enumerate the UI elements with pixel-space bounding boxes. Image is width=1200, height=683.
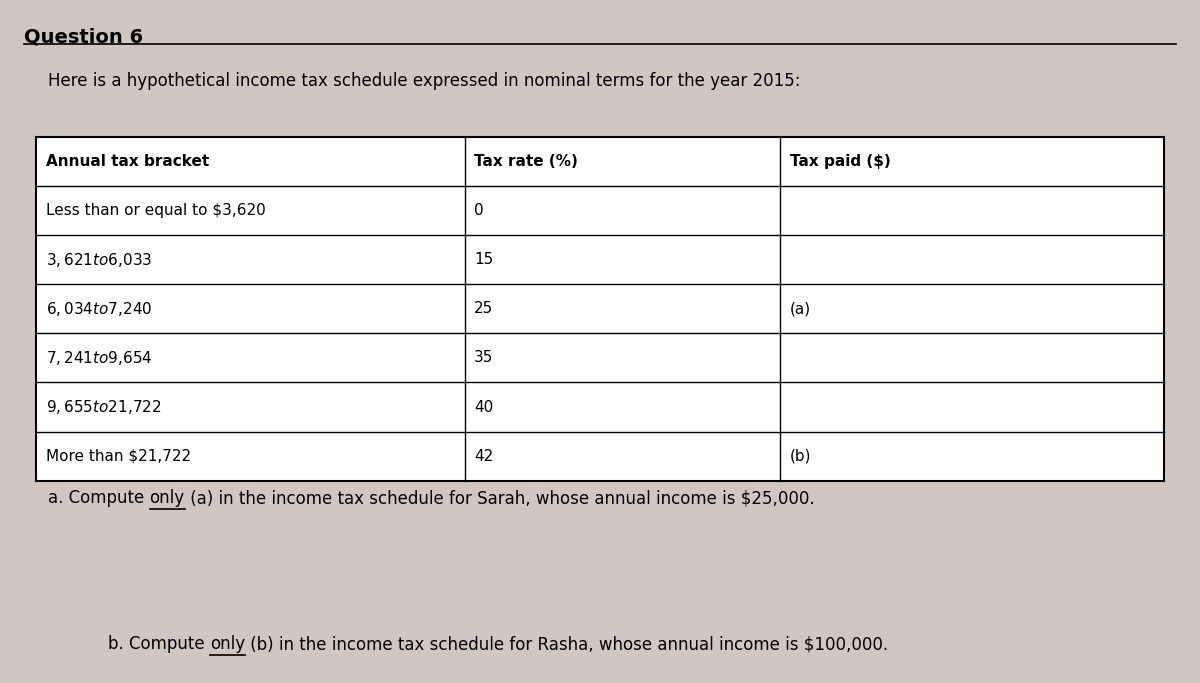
Text: 25: 25 bbox=[474, 301, 493, 316]
Text: $7,241 to $9,654: $7,241 to $9,654 bbox=[46, 349, 152, 367]
Text: Tax rate (%): Tax rate (%) bbox=[474, 154, 578, 169]
Text: 15: 15 bbox=[474, 252, 493, 267]
Text: 35: 35 bbox=[474, 350, 493, 365]
Text: Tax paid ($): Tax paid ($) bbox=[790, 154, 890, 169]
Text: Annual tax bracket: Annual tax bracket bbox=[46, 154, 209, 169]
Text: a. Compute: a. Compute bbox=[48, 489, 150, 507]
Text: Here is a hypothetical income tax schedule expressed in nominal terms for the ye: Here is a hypothetical income tax schedu… bbox=[48, 72, 800, 89]
Text: $6,034 to $7,240: $6,034 to $7,240 bbox=[46, 300, 152, 318]
Text: $3,621 to $6,033: $3,621 to $6,033 bbox=[46, 251, 152, 268]
Text: Question 6: Question 6 bbox=[24, 27, 143, 46]
Text: b. Compute: b. Compute bbox=[108, 635, 210, 653]
Text: (b) in the income tax schedule for Rasha, whose annual income is $100,000.: (b) in the income tax schedule for Rasha… bbox=[245, 635, 888, 653]
Text: 42: 42 bbox=[474, 449, 493, 464]
Text: only: only bbox=[210, 635, 245, 653]
Text: Less than or equal to $3,620: Less than or equal to $3,620 bbox=[46, 203, 265, 218]
Text: only: only bbox=[150, 489, 185, 507]
Text: $9,655 to $21,722: $9,655 to $21,722 bbox=[46, 398, 161, 416]
Text: More than $21,722: More than $21,722 bbox=[46, 449, 191, 464]
Text: 0: 0 bbox=[474, 203, 484, 218]
Text: (a) in the income tax schedule for Sarah, whose annual income is $25,000.: (a) in the income tax schedule for Sarah… bbox=[185, 489, 815, 507]
Text: (b): (b) bbox=[790, 449, 811, 464]
Text: 40: 40 bbox=[474, 400, 493, 415]
Text: (a): (a) bbox=[790, 301, 811, 316]
